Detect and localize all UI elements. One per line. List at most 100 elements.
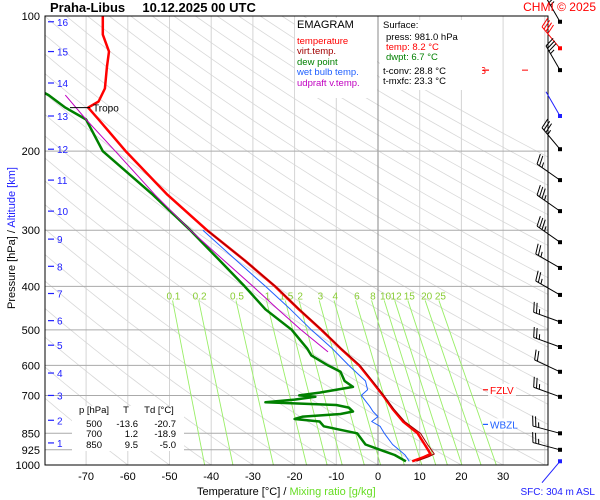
levels-table: p [hPa] T Td [°C] 500 -13.6 -20.7 700 1.…: [72, 405, 184, 451]
temperature-tick-label: -40: [203, 471, 219, 483]
temperature-tick-label: -30: [245, 471, 261, 483]
dry-adiabat-line: [108, 16, 548, 295]
wind-barb: [545, 91, 562, 118]
wind-barb: [546, 0, 562, 24]
legend-virt-temp: virt.temp.: [297, 46, 337, 57]
mixing-ratio-line: [424, 300, 482, 465]
series-virt-temp-line: [206, 229, 435, 462]
cell-td: -18.9: [154, 429, 176, 440]
mixing-ratio-line: [266, 300, 308, 465]
series-udpraft-v-temp-line: [64, 94, 329, 353]
wind-barb-feather: [539, 217, 544, 229]
wind-barb-feather: [535, 270, 539, 282]
dry-adiabat-line: [130, 16, 548, 279]
cell-td: -20.7: [154, 418, 176, 430]
temperature-tick-label: 0: [375, 471, 381, 483]
header-p: p [hPa]: [78, 405, 110, 416]
legend-temperature: temperature: [297, 35, 349, 47]
table-row: 500 -13.6 -20.7: [72, 418, 184, 431]
wbzl-label-bg: [488, 418, 516, 431]
mixing-ratio-line: [298, 300, 343, 465]
altitude-tick-label: 11: [57, 176, 68, 187]
wind-barb: [535, 270, 562, 297]
wind-barb-staff: [533, 336, 561, 348]
temperature-tick-label: -50: [162, 471, 178, 483]
temperature-tick-label: 30: [497, 471, 509, 483]
dry-adiabat-line: [238, 16, 548, 201]
altitude-tick-label: 3: [57, 391, 63, 402]
wind-barb-feather: [548, 0, 553, 4]
wind-barb-staff: [541, 26, 561, 49]
mixing-ratio-line: [355, 300, 405, 465]
surface-press: press: 981.0 hPa: [386, 32, 458, 43]
mixing-ratio-label: 1: [265, 291, 271, 302]
wind-barb-feather: [536, 184, 541, 196]
wind-barb-feather: [537, 245, 542, 256]
wind-barb-half-feather: [540, 251, 543, 258]
cell-p: 700: [86, 429, 102, 440]
wind-barb-staff: [536, 225, 561, 243]
wind-barb-staff: [545, 45, 561, 71]
cell-t: 1.2: [124, 429, 138, 440]
wind-barb: [536, 216, 562, 245]
wind-barb-staff: [532, 442, 561, 451]
x-axis-label: Temperature [°C]: [197, 486, 281, 498]
wind-barb: [536, 153, 562, 183]
temperature-tick-label: -10: [328, 471, 344, 483]
dry-adiabat-line: [45, 16, 548, 348]
sfc-label: SFC: 304 m ASL: [520, 487, 595, 498]
pressure-tick-label: 700: [22, 390, 40, 402]
wind-barb-feather: [545, 37, 554, 47]
mixing-ratio-line: [318, 300, 365, 465]
cell-t: 9.5: [124, 439, 138, 451]
altitude-tick-label: 15: [57, 48, 69, 59]
mixing-ratio-line: [383, 300, 437, 465]
wind-barb: [541, 118, 562, 152]
surface-box: Surface: press: 981.0 hPa temp: 8.2 °C d…: [380, 20, 482, 90]
wind-barb-half-feather: [547, 130, 552, 135]
surface-tconv: t-conv: 28.8 °C: [383, 66, 446, 77]
pressure-tick-label: 925: [22, 445, 40, 457]
mixing-ratio-label: 15: [404, 291, 416, 302]
wind-barb-staff: [533, 386, 561, 398]
mixing-ratio-label: 0.2: [193, 291, 207, 302]
altitude-tick-label: 8: [57, 262, 63, 273]
pressure-tick-label: 300: [22, 225, 40, 237]
dry-adiabat-line: [65, 16, 548, 330]
wind-barb-feather: [537, 272, 542, 283]
wind-barb-half-feather: [550, 49, 555, 55]
y-axis-label: Pressure [hPa]: [6, 236, 18, 309]
wind-barb-feather: [545, 22, 553, 32]
x-axis-label-mixing: Mixing ratio [g/kg]: [289, 486, 376, 498]
wind-barb-half-feather: [543, 195, 547, 201]
mixing-ratio-label: 0.5: [230, 291, 244, 302]
legend-title: EMAGRAM: [297, 19, 354, 31]
wind-barb-feather: [536, 302, 538, 314]
mixing-ratio-label: 12: [391, 291, 403, 302]
mixing-ratio-label: 4: [332, 291, 338, 302]
wind-barb-staff: [536, 194, 561, 212]
wind-barb-staff: [532, 425, 561, 434]
wind-barb-feather: [539, 186, 544, 197]
wind-barb: [533, 326, 562, 349]
cell-p: 500: [86, 418, 102, 430]
mixing-ratio-line: [407, 300, 463, 465]
mixing-ratio-label: 10: [380, 291, 392, 302]
mixing-ratio-line: [284, 300, 328, 465]
wind-barb-feather: [543, 20, 551, 30]
dry-adiabat-line: [87, 16, 548, 313]
wind-barb-feather: [533, 326, 535, 338]
wind-barb-staff: [536, 163, 561, 181]
cell-p: 850: [86, 439, 102, 451]
wind-barb-staff: [545, 91, 561, 117]
pressure-tick-label: 100: [22, 11, 40, 23]
wind-barb: [533, 301, 562, 324]
wind-barb-feather: [541, 17, 549, 28]
wind-barb-feather: [533, 301, 535, 313]
wind-barb: [534, 349, 562, 374]
legend-box: EMAGRAM temperature virt.temp. dew point…: [295, 18, 377, 98]
tropopause-label: Tropo: [93, 104, 119, 115]
wind-barb: [535, 243, 562, 270]
altitude-tick-label: 12: [57, 145, 69, 156]
altitude-tick-label: 4: [57, 369, 63, 380]
